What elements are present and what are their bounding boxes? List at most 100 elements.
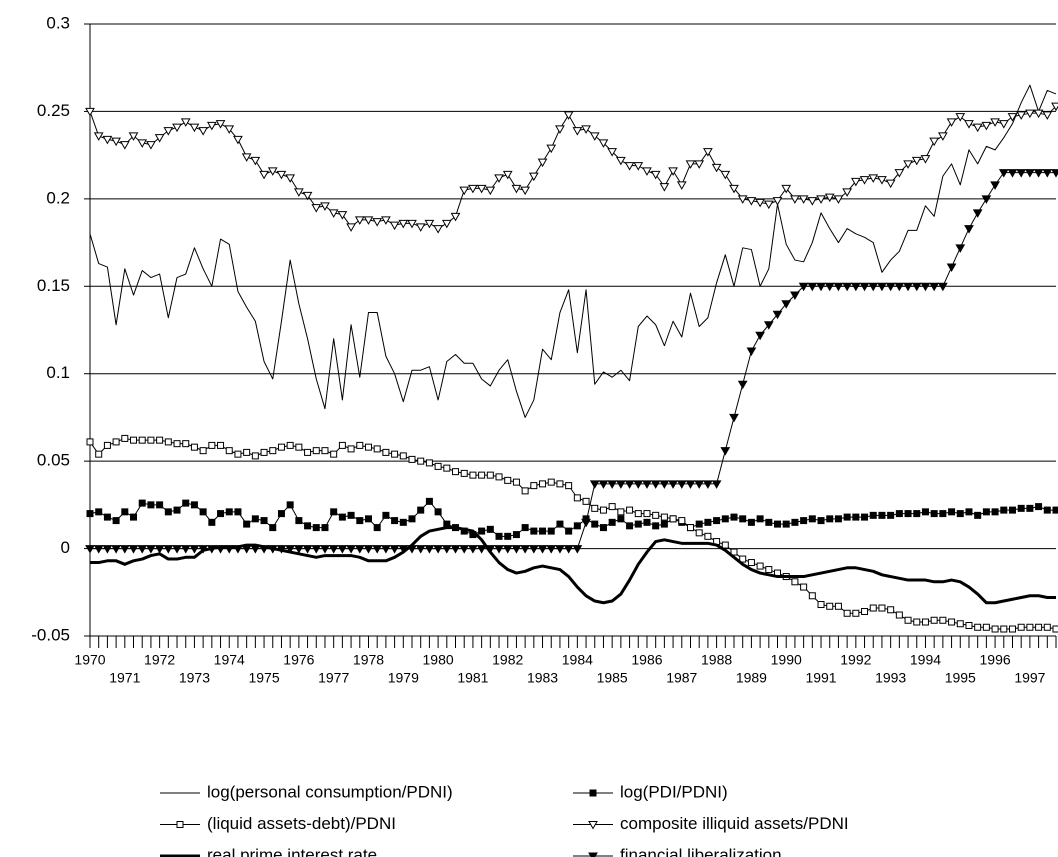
marker (921, 508, 929, 516)
marker (86, 438, 94, 446)
marker (965, 508, 973, 516)
marker (224, 545, 235, 554)
marker (443, 464, 451, 472)
x-tick-label: 1973 (179, 670, 210, 686)
x-tick-label: 1988 (701, 652, 732, 668)
marker (800, 517, 808, 525)
marker (539, 480, 547, 488)
marker (982, 623, 990, 631)
marker (163, 545, 174, 554)
marker (955, 244, 966, 253)
marker (321, 447, 329, 455)
x-tick-label: 1989 (736, 670, 767, 686)
x-tick-label: 1982 (492, 652, 523, 668)
marker (304, 522, 312, 530)
marker (259, 170, 269, 180)
marker (407, 219, 417, 229)
marker (173, 506, 181, 514)
marker (990, 118, 1000, 127)
marker (930, 616, 938, 624)
x-tick-label: 1985 (597, 670, 628, 686)
marker (1042, 169, 1053, 178)
marker (652, 511, 660, 519)
marker (1035, 623, 1043, 631)
marker (494, 174, 504, 183)
marker (974, 511, 982, 519)
marker (972, 209, 983, 218)
marker (495, 532, 503, 540)
marker (190, 443, 198, 451)
marker (981, 195, 992, 204)
marker (982, 508, 990, 516)
marker (450, 545, 461, 554)
marker (243, 520, 251, 528)
marker (633, 162, 644, 171)
marker (330, 508, 338, 516)
y-tick-label: 0.05 (37, 451, 70, 470)
marker (721, 541, 729, 549)
marker (190, 501, 198, 509)
marker (389, 221, 400, 231)
marker (1016, 111, 1027, 120)
marker (746, 197, 757, 206)
marker (424, 219, 435, 229)
marker (591, 520, 599, 528)
marker (930, 510, 938, 518)
marker (624, 480, 635, 489)
marker (755, 331, 765, 341)
series (86, 434, 1058, 633)
marker (243, 448, 251, 456)
marker (347, 445, 355, 453)
marker (843, 609, 851, 617)
marker (146, 545, 156, 554)
marker (217, 441, 225, 449)
marker (911, 156, 922, 166)
marker (468, 545, 478, 554)
marker (285, 174, 296, 183)
marker (398, 545, 409, 554)
marker (241, 153, 252, 162)
legend-label: real prime interest rate (207, 845, 377, 857)
marker (972, 123, 983, 133)
marker (1007, 113, 1018, 122)
marker (537, 545, 548, 554)
marker (321, 524, 329, 532)
marker (981, 121, 992, 131)
marker (363, 216, 374, 225)
marker (225, 508, 233, 516)
x-tick-label: 1991 (805, 670, 836, 686)
marker (1000, 506, 1008, 514)
marker (1007, 169, 1018, 178)
marker (381, 545, 391, 554)
marker (225, 447, 233, 455)
marker (208, 518, 216, 526)
marker (581, 518, 591, 528)
marker (267, 167, 278, 176)
marker (573, 494, 581, 502)
marker (660, 513, 668, 521)
marker (102, 135, 113, 145)
x-tick-label: 1997 (1014, 670, 1045, 686)
marker (364, 515, 372, 523)
marker (948, 508, 956, 516)
marker (95, 450, 103, 458)
marker (634, 510, 642, 518)
marker (302, 545, 313, 554)
marker (1017, 623, 1025, 631)
marker (434, 462, 442, 470)
marker (921, 618, 929, 626)
marker (887, 511, 895, 519)
marker (250, 545, 261, 554)
marker (182, 440, 190, 448)
marker (643, 518, 651, 526)
marker (154, 134, 165, 143)
marker (1033, 109, 1044, 119)
marker (137, 545, 148, 554)
marker (826, 515, 834, 523)
marker (233, 135, 243, 145)
marker (277, 443, 285, 451)
marker (887, 606, 895, 614)
marker (338, 513, 346, 521)
marker (894, 282, 905, 292)
x-tick-label: 1979 (388, 670, 419, 686)
